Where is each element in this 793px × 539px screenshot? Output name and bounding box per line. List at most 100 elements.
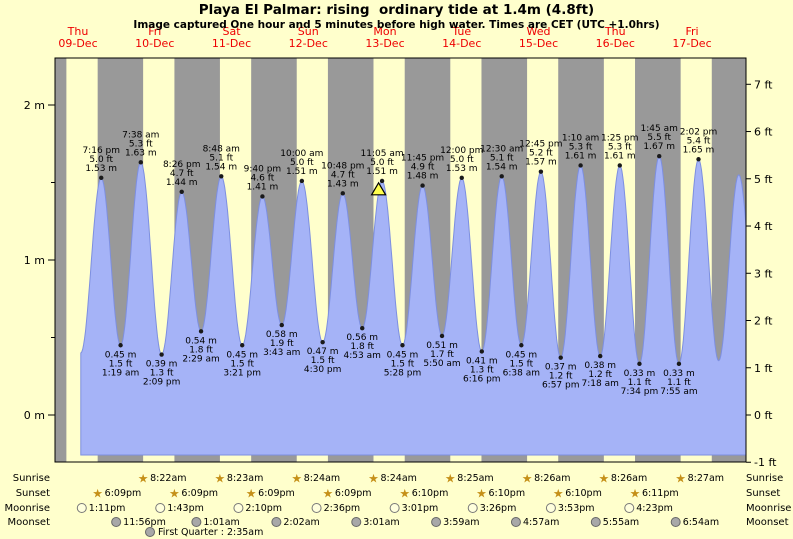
day-label-weekday: Tue — [451, 25, 471, 38]
low-tide-label: 1.5 ft — [109, 359, 133, 369]
low-tide-dot — [400, 343, 405, 348]
day-label-weekday: Sat — [222, 25, 241, 38]
day-label-date: 17-Dec — [672, 37, 711, 50]
almanac-label-left: Sunrise — [13, 473, 50, 484]
day-label-weekday: Fri — [148, 25, 161, 38]
low-tide-label: 1.8 ft — [350, 342, 374, 352]
moonset-time: 3:59am — [443, 517, 479, 528]
low-tide-label: 2:29 am — [182, 354, 219, 364]
moonset-time: 11:56pm — [123, 517, 166, 528]
right-axis-label: 3 ft — [754, 267, 773, 280]
low-tide-dot — [676, 361, 682, 367]
low-tide-label: 1.3 ft — [150, 369, 174, 379]
low-tide-label: 4:53 am — [344, 351, 381, 361]
high-tide-label: 7:16 pm — [82, 146, 120, 156]
high-tide-label: 5.0 ft — [450, 155, 474, 165]
left-axis-label: 2 m — [24, 99, 45, 112]
right-axis-label: 0 ft — [754, 409, 773, 422]
high-tide-label: 4.7 ft — [170, 169, 194, 179]
moonset-time: 1:01am — [203, 517, 239, 528]
right-axis-label: 2 ft — [754, 315, 773, 328]
day-label-weekday: Thu — [67, 25, 89, 38]
tide-curve-area — [80, 155, 747, 456]
moonset-icon — [590, 517, 601, 527]
high-tide-label: 1.61 m — [604, 151, 636, 161]
low-tide-label: 7:55 am — [660, 387, 697, 397]
high-tide-label: 10:48 pm — [321, 161, 364, 171]
low-tide-dot — [118, 343, 123, 348]
low-tide-label: 1.5 ft — [391, 359, 415, 369]
high-tide-label: 4.7 ft — [331, 170, 355, 180]
almanac-label-right: Sunrise — [746, 473, 783, 484]
high-tide-label: 1.54 m — [486, 162, 518, 172]
left-axis-label: 0 m — [24, 409, 45, 422]
left-axis-label: 1 m — [24, 254, 45, 267]
sunset-time: 6:10pm — [412, 488, 449, 499]
sun-icon: ★ — [169, 487, 180, 501]
chart-title: Playa El Palmar: rising ordinary tide at… — [198, 2, 595, 18]
sun-icon: ★ — [399, 487, 410, 501]
moonrise-icon — [233, 503, 244, 513]
almanac-label-left: Sunset — [16, 488, 50, 499]
low-tide-label: 0.41 m — [466, 356, 498, 366]
moonset-time: 6:54am — [683, 517, 719, 528]
sunset-time: 6:09pm — [335, 488, 372, 499]
high-tide-dot — [617, 163, 622, 168]
high-tide-label: 1.54 m — [205, 162, 237, 172]
high-tide-label: 1.41 m — [247, 182, 279, 192]
high-tide-label: 12:30 am — [480, 144, 523, 154]
high-tide-label: 5.1 ft — [490, 153, 514, 163]
sunset-time: 6:09pm — [258, 488, 295, 499]
moonrise-time: 2:10pm — [245, 503, 282, 514]
low-tide-label: 7:34 pm — [621, 387, 659, 397]
low-tide-label: 0.33 m — [624, 369, 656, 379]
high-tide-label: 1.67 m — [643, 142, 675, 152]
high-tide-label: 11:45 pm — [401, 154, 444, 164]
day-label-weekday: Thu — [604, 25, 626, 38]
high-tide-dot — [260, 194, 265, 199]
almanac-label-left: Moonset — [8, 517, 51, 528]
sun-icon: ★ — [553, 487, 564, 501]
right-axis-label: 7 ft — [754, 78, 773, 91]
low-tide-dot — [558, 355, 563, 360]
low-tide-dot — [240, 343, 245, 348]
right-axis-label: 4 ft — [754, 220, 773, 233]
moonrise-time: 1:43pm — [167, 503, 204, 514]
low-tide-label: 1.5 ft — [230, 359, 254, 369]
high-tide-dot — [538, 169, 544, 174]
low-tide-dot — [637, 361, 642, 367]
high-tide-label: 1.53 m — [446, 164, 478, 174]
low-tide-label: 5:28 pm — [384, 368, 422, 378]
low-tide-label: 0.45 m — [226, 350, 258, 360]
moonrise-icon — [545, 503, 556, 513]
moonset-icon — [431, 517, 442, 527]
moonset-icon — [271, 517, 282, 527]
high-tide-label: 4.9 ft — [411, 163, 435, 173]
sun-icon: ★ — [630, 487, 641, 501]
high-tide-dot — [420, 183, 425, 188]
high-tide-label: 5.2 ft — [529, 149, 553, 159]
high-tide-label: 5.3 ft — [129, 139, 153, 149]
moonset-icon — [191, 517, 202, 527]
moonset-icon — [111, 517, 122, 527]
high-tide-dot — [138, 160, 143, 165]
almanac-label-left: Moonrise — [5, 503, 50, 514]
low-tide-label: 1.8 ft — [189, 345, 213, 355]
almanac-label-right: Moonset — [746, 517, 789, 528]
sun-icon: ★ — [323, 487, 334, 501]
low-tide-label: 1.2 ft — [549, 372, 573, 382]
high-tide-dot — [99, 175, 104, 181]
high-tide-label: 5.5 ft — [647, 133, 671, 143]
low-tide-label: 1.3 ft — [470, 365, 494, 375]
high-tide-dot — [657, 153, 662, 159]
sunrise-time: 8:22am — [150, 473, 186, 484]
high-tide-label: 1:10 am — [562, 133, 599, 143]
right-axis-label: -1 ft — [754, 456, 777, 469]
sunset-time: 6:11pm — [642, 488, 679, 499]
sun-icon: ★ — [476, 487, 487, 501]
high-tide-label: 5.0 ft — [370, 158, 394, 168]
high-tide-label: 1.53 m — [85, 164, 117, 174]
low-tide-label: 0.45 m — [387, 350, 419, 360]
